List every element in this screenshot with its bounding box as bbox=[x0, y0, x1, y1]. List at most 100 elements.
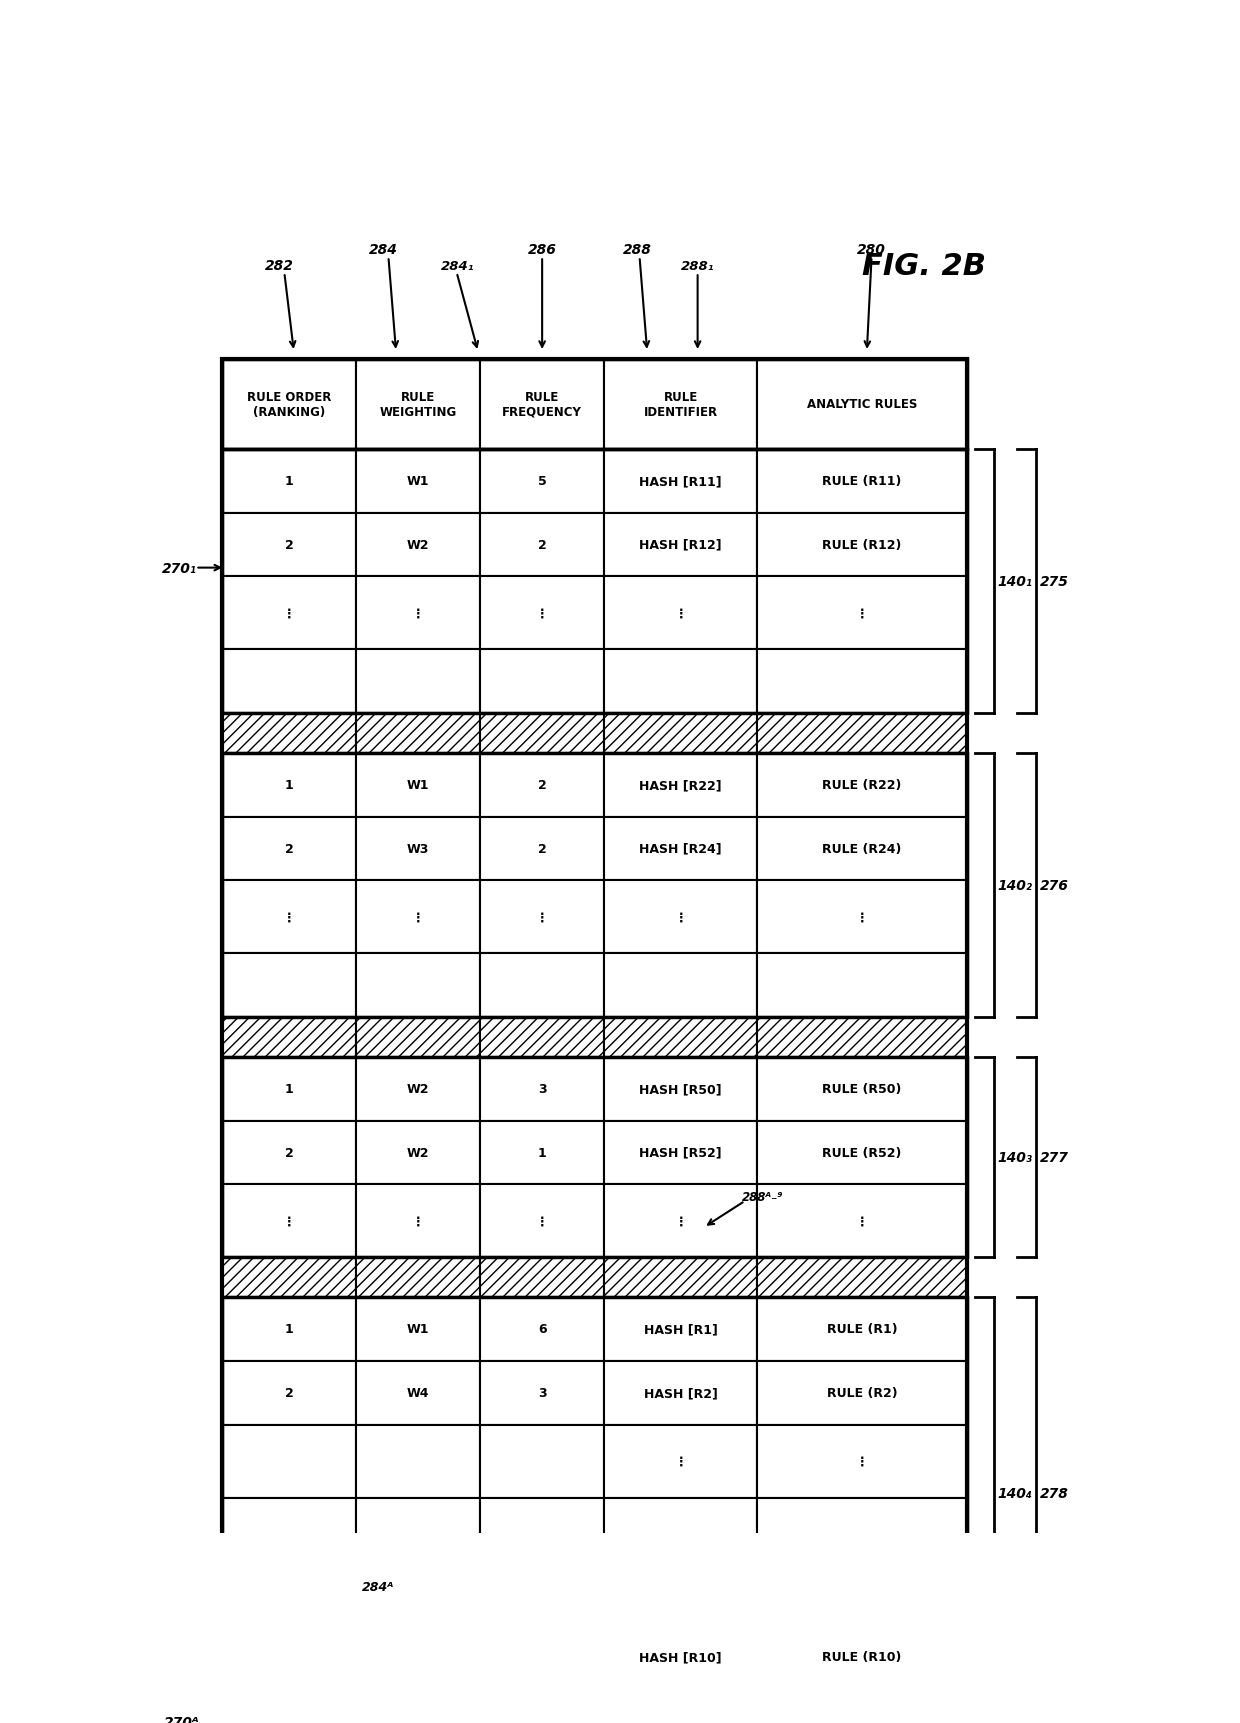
Text: HASH [R22]: HASH [R22] bbox=[640, 779, 722, 791]
Bar bbox=[604, 1561, 756, 1625]
Text: RULE
IDENTIFIER: RULE IDENTIFIER bbox=[644, 391, 718, 419]
Bar bbox=[480, 450, 604, 513]
Bar bbox=[222, 955, 356, 1017]
Bar bbox=[480, 1297, 604, 1361]
Bar bbox=[222, 713, 356, 753]
Text: 280: 280 bbox=[857, 243, 887, 257]
Bar bbox=[480, 1561, 604, 1625]
Text: 5: 5 bbox=[538, 476, 547, 488]
Bar bbox=[756, 1122, 967, 1184]
Bar bbox=[604, 1122, 756, 1184]
Bar bbox=[756, 955, 967, 1017]
Text: W1: W1 bbox=[407, 1323, 429, 1335]
Text: 140₂: 140₂ bbox=[998, 879, 1033, 893]
Text: 284: 284 bbox=[370, 243, 398, 257]
Bar bbox=[756, 880, 967, 955]
Text: 3: 3 bbox=[538, 1387, 547, 1399]
Text: RULE (R1): RULE (R1) bbox=[827, 1323, 898, 1335]
Text: 1: 1 bbox=[285, 779, 294, 791]
Bar bbox=[222, 577, 356, 650]
Bar bbox=[604, 450, 756, 513]
Text: RULE (R12): RULE (R12) bbox=[822, 539, 901, 551]
Bar bbox=[222, 1497, 356, 1561]
Text: ⋮: ⋮ bbox=[856, 1215, 868, 1227]
Text: HASH [R12]: HASH [R12] bbox=[640, 539, 722, 551]
Bar bbox=[480, 650, 604, 713]
Bar bbox=[222, 1017, 356, 1058]
Bar bbox=[756, 1425, 967, 1497]
Text: 278: 278 bbox=[1040, 1485, 1069, 1501]
Text: 2: 2 bbox=[285, 1146, 294, 1160]
Text: RULE (R10): RULE (R10) bbox=[822, 1651, 901, 1663]
Bar bbox=[222, 817, 356, 880]
Bar bbox=[222, 1058, 356, 1122]
Bar bbox=[604, 360, 756, 450]
Bar bbox=[356, 360, 480, 450]
Text: ⋮: ⋮ bbox=[536, 1215, 548, 1227]
Text: 1: 1 bbox=[285, 1082, 294, 1096]
Text: RULE (R22): RULE (R22) bbox=[822, 779, 901, 791]
Bar bbox=[756, 360, 967, 450]
Bar bbox=[756, 1361, 967, 1425]
Bar bbox=[604, 1017, 756, 1058]
Text: HASH [R50]: HASH [R50] bbox=[640, 1082, 722, 1096]
Text: 276: 276 bbox=[1040, 879, 1069, 893]
Text: 270₁: 270₁ bbox=[161, 562, 196, 575]
Bar bbox=[222, 1361, 356, 1425]
Bar bbox=[356, 513, 480, 577]
Text: RULE
FREQUENCY: RULE FREQUENCY bbox=[502, 391, 582, 419]
Text: 277: 277 bbox=[1040, 1151, 1069, 1165]
Bar bbox=[604, 1258, 756, 1297]
Bar bbox=[222, 650, 356, 713]
Text: ⋮: ⋮ bbox=[675, 1215, 687, 1227]
Text: RULE ORDER
(RANKING): RULE ORDER (RANKING) bbox=[247, 391, 331, 419]
Text: 288₁: 288₁ bbox=[681, 260, 714, 272]
Text: ⋮: ⋮ bbox=[675, 1454, 687, 1468]
Text: W1: W1 bbox=[407, 476, 429, 488]
Bar bbox=[756, 513, 967, 577]
Bar bbox=[604, 955, 756, 1017]
Bar bbox=[756, 1258, 967, 1297]
Bar bbox=[222, 1258, 356, 1297]
Text: ANALYTIC RULES: ANALYTIC RULES bbox=[807, 398, 918, 412]
Bar bbox=[480, 753, 604, 817]
Bar bbox=[604, 650, 756, 713]
Bar bbox=[356, 1017, 480, 1058]
Bar bbox=[356, 1258, 480, 1297]
Bar bbox=[356, 753, 480, 817]
Text: 288: 288 bbox=[624, 243, 652, 257]
Text: 1: 1 bbox=[538, 1146, 547, 1160]
Text: 1: 1 bbox=[285, 1323, 294, 1335]
Bar bbox=[480, 1058, 604, 1122]
Bar bbox=[756, 817, 967, 880]
Bar bbox=[604, 880, 756, 955]
Bar bbox=[222, 1425, 356, 1497]
Bar bbox=[356, 450, 480, 513]
Bar bbox=[604, 513, 756, 577]
Bar bbox=[604, 1425, 756, 1497]
Bar bbox=[222, 450, 967, 713]
Text: W2: W2 bbox=[407, 1082, 429, 1096]
Bar bbox=[480, 955, 604, 1017]
Text: 140₄: 140₄ bbox=[998, 1485, 1033, 1501]
Text: ⋮: ⋮ bbox=[283, 911, 295, 924]
Bar bbox=[756, 713, 967, 753]
Text: ⋮: ⋮ bbox=[283, 606, 295, 620]
Bar bbox=[356, 577, 480, 650]
Bar bbox=[756, 1497, 967, 1561]
Text: 3: 3 bbox=[538, 1082, 547, 1096]
Bar bbox=[756, 577, 967, 650]
Bar bbox=[356, 1361, 480, 1425]
Text: HASH [R24]: HASH [R24] bbox=[640, 843, 722, 855]
Bar bbox=[604, 1058, 756, 1122]
Text: 275: 275 bbox=[1040, 574, 1069, 589]
Text: RULE
WEIGHTING: RULE WEIGHTING bbox=[379, 391, 456, 419]
Bar bbox=[356, 1625, 480, 1689]
Text: W3: W3 bbox=[407, 843, 429, 855]
Text: FIG. 2B: FIG. 2B bbox=[862, 252, 986, 281]
Bar bbox=[222, 1297, 356, 1361]
Text: W4: W4 bbox=[407, 1387, 429, 1399]
Bar bbox=[356, 955, 480, 1017]
Bar bbox=[356, 713, 480, 753]
Text: ⋮: ⋮ bbox=[856, 606, 868, 620]
